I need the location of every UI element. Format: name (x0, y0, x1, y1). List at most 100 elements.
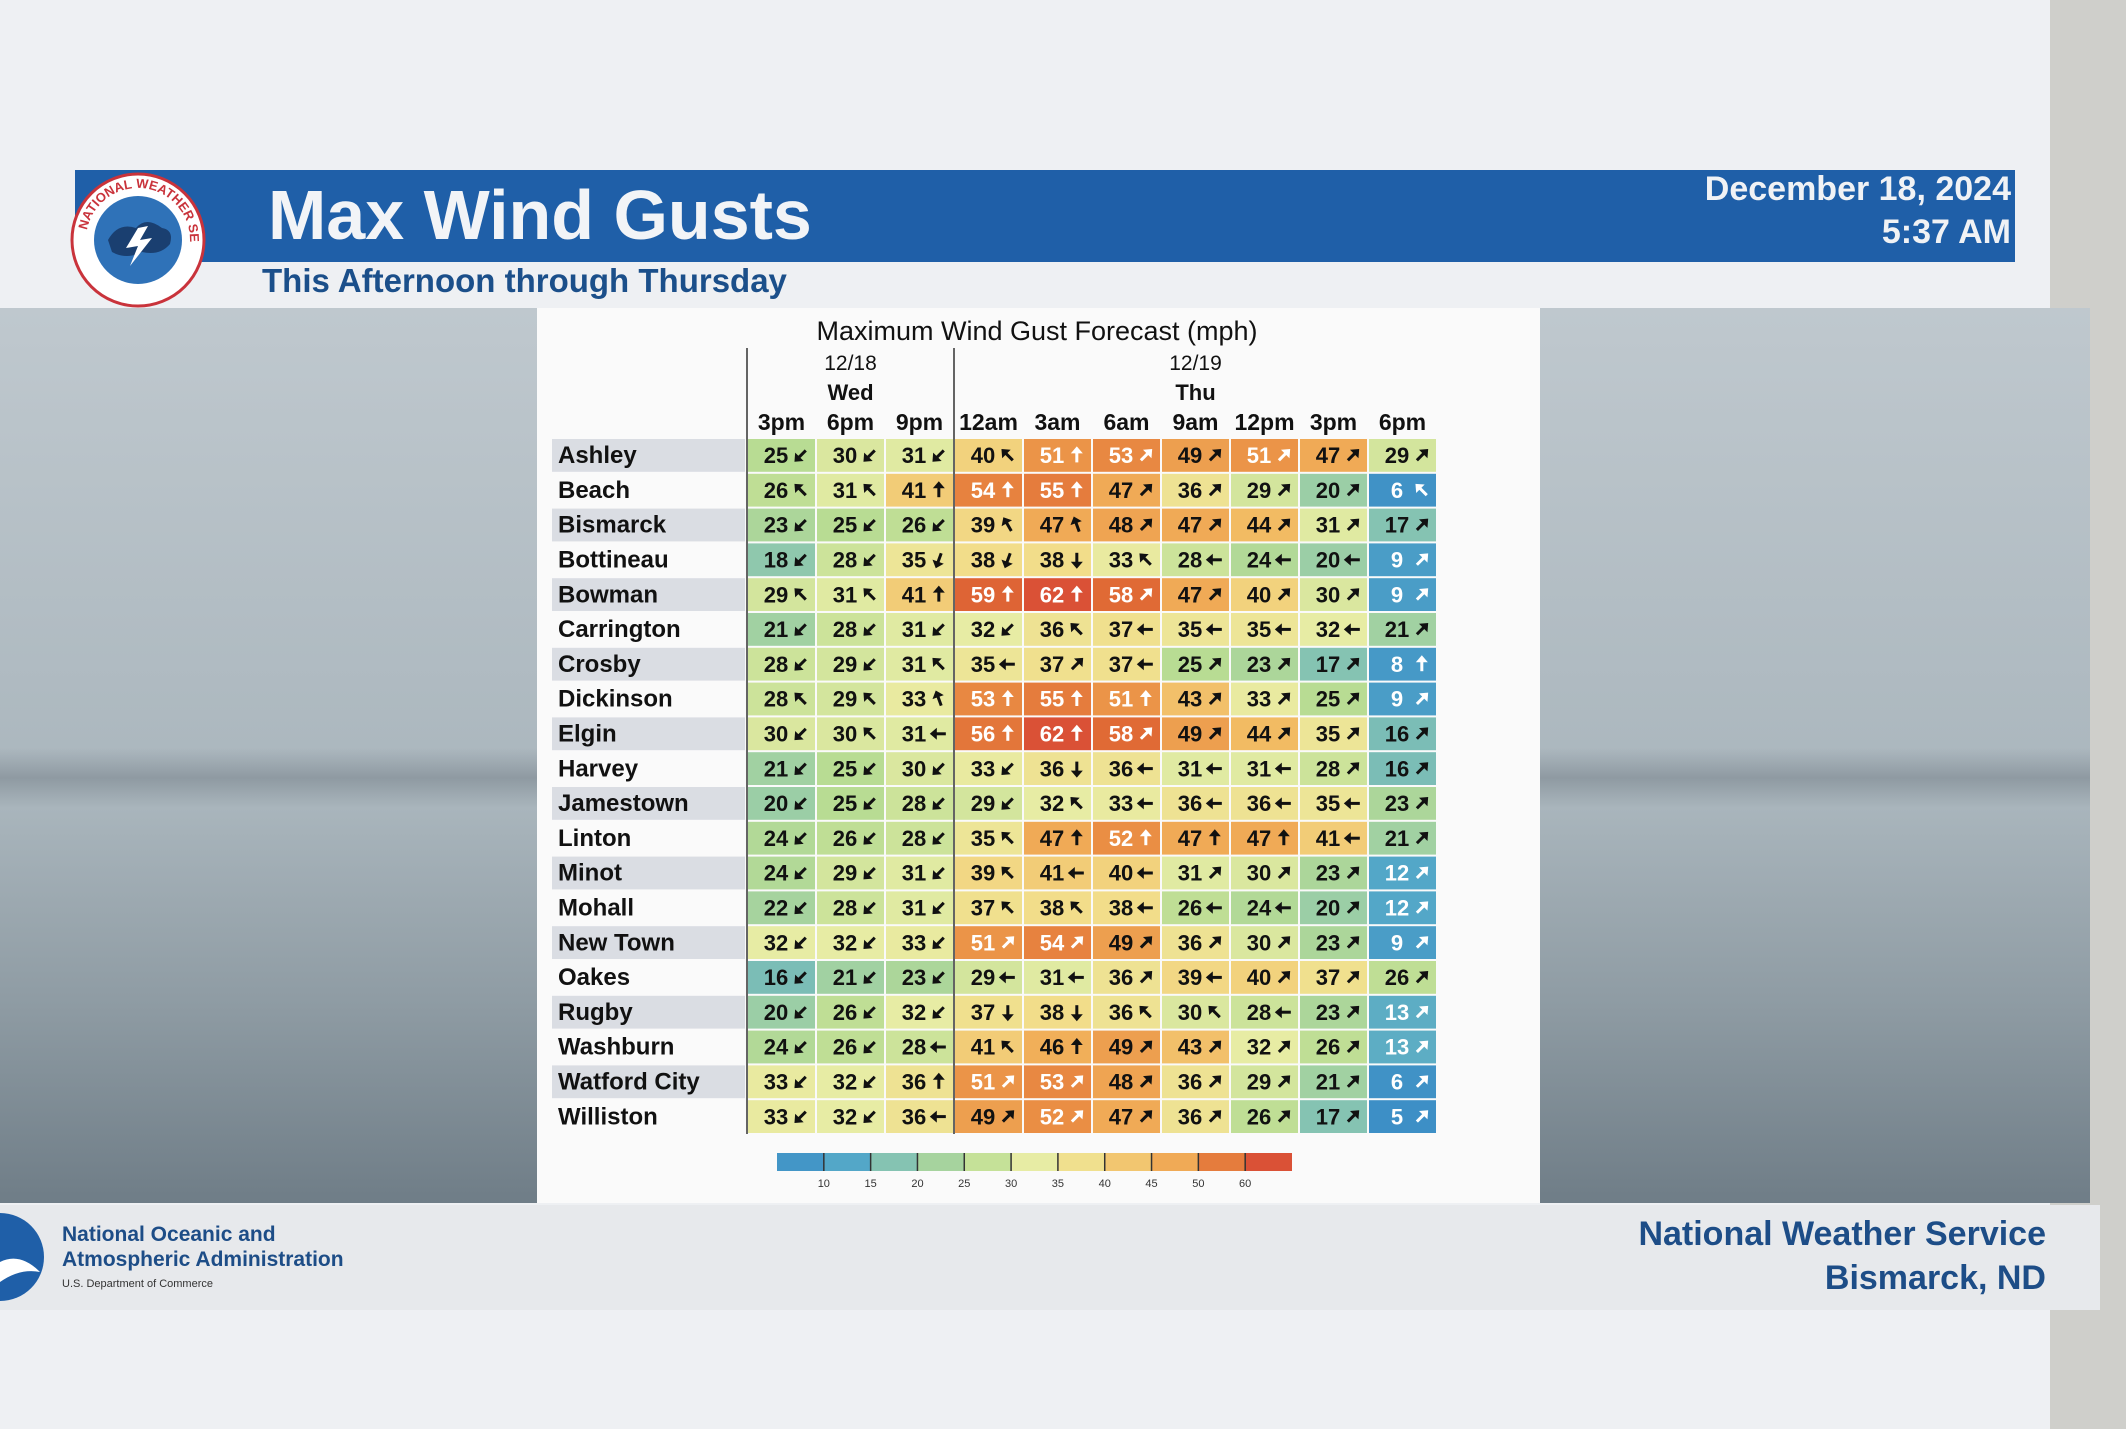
cell-value: 13 (1385, 1035, 1409, 1060)
cell-value: 24 (1247, 895, 1272, 920)
cell-value: 51 (971, 930, 995, 955)
wind-arrow-head (929, 1110, 937, 1123)
cell-value: 30 (1247, 861, 1271, 886)
heatmap-cell (1162, 995, 1229, 1029)
cell-value: 53 (1109, 443, 1133, 468)
wind-arrow-icon (932, 518, 945, 532)
wind-arrow-head (1004, 1110, 1015, 1120)
wind-arrow-head (932, 800, 942, 810)
row-label-band (552, 717, 745, 751)
wind-arrow-head (1418, 831, 1429, 842)
wind-arrow-icon (794, 623, 807, 636)
heatmap-cell (817, 543, 884, 577)
wind-arrow-icon (1208, 1005, 1221, 1019)
wind-arrow-icon (932, 971, 945, 984)
cell-value: 28 (1178, 547, 1202, 572)
wind-arrow-icon (1346, 588, 1360, 601)
row-label: Beach (558, 477, 630, 504)
wind-arrow-head (794, 835, 804, 845)
wind-arrow-icon (932, 1072, 945, 1089)
cell-value: 21 (1385, 617, 1409, 642)
heatmap-cell (886, 473, 953, 507)
wind-arrow-icon (1070, 1110, 1084, 1123)
row-label: Williston (558, 1103, 658, 1130)
wind-arrow-head (1211, 936, 1222, 946)
noaa-name: National Oceanic and Atmospheric Adminis… (62, 1222, 344, 1290)
wind-arrow-head (1073, 657, 1084, 668)
wind-arrow-icon (863, 901, 876, 915)
wind-arrow-head (932, 690, 944, 700)
cell-value: 23 (1316, 1000, 1340, 1025)
cell-value: 37 (971, 895, 995, 920)
wind-arrow-head (1349, 936, 1360, 946)
wind-arrow-head (1208, 1005, 1218, 1016)
wind-arrow-icon (1208, 1110, 1222, 1123)
wind-arrow-icon (1415, 1040, 1429, 1054)
heatmap-cell (748, 891, 815, 925)
heatmap-cell (748, 1065, 815, 1099)
wind-arrow-head (1211, 727, 1222, 737)
wind-arrow-head (1142, 1040, 1153, 1050)
wind-arrow-head (794, 904, 804, 915)
wind-arrow-head (1139, 690, 1152, 697)
cell-value: 49 (1178, 443, 1202, 468)
heatmap-cell (817, 995, 884, 1029)
wind-arrow-icon (1277, 971, 1291, 984)
wind-arrow-head (1280, 483, 1291, 494)
wind-arrow-head (1001, 1014, 1014, 1022)
heatmap-cell (1369, 473, 1436, 507)
wind-arrow-head (1073, 936, 1084, 946)
wind-arrow-icon (1415, 901, 1429, 914)
wind-arrow-icon (932, 623, 945, 636)
wind-arrow-head (1418, 449, 1429, 459)
cell-value: 49 (971, 1104, 995, 1129)
row-label: New Town (558, 929, 675, 956)
wind-arrow-head (1280, 727, 1291, 737)
cell-value: 47 (1178, 513, 1202, 538)
heatmap-cell (748, 473, 815, 507)
wind-arrow-icon (794, 483, 807, 497)
wind-arrow-head (794, 1009, 804, 1019)
row-label: Watford City (558, 1068, 700, 1095)
heatmap-cell (1369, 647, 1436, 681)
wind-arrow-icon (932, 657, 945, 671)
cell-value: 40 (1109, 861, 1133, 886)
wind-arrow-head (1280, 936, 1291, 946)
cell-value: 47 (1109, 478, 1133, 503)
wind-arrow-head (1073, 1075, 1084, 1085)
cell-value: 37 (971, 1000, 995, 1025)
heatmap-cell (817, 752, 884, 785)
cell-value: 30 (1247, 930, 1271, 955)
wind-arrow-icon (1346, 449, 1360, 462)
wind-arrow-icon (1067, 971, 1084, 984)
heatmap-cell (955, 995, 1022, 1029)
wind-arrow-head (1211, 657, 1222, 668)
wind-arrow-icon (1415, 831, 1429, 845)
wind-arrow-icon (1139, 1005, 1152, 1019)
wind-arrow-head (1073, 1110, 1084, 1120)
wind-arrow-head (1211, 1075, 1222, 1085)
wind-arrow-icon (1205, 901, 1222, 914)
wind-arrow-icon (863, 553, 876, 567)
heatmap-cell (817, 717, 884, 751)
wind-arrow-head (1004, 936, 1015, 946)
cell-value: 23 (1247, 652, 1271, 677)
wind-arrow-icon (1415, 1075, 1429, 1088)
wind-arrow-icon (1277, 1110, 1291, 1123)
wind-arrow-head (794, 939, 804, 949)
cell-value: 31 (902, 721, 926, 746)
cell-value: 36 (1109, 965, 1133, 990)
heatmap-cell (955, 508, 1022, 542)
wind-arrow-head (1001, 690, 1014, 697)
wind-arrow-head (1001, 585, 1014, 593)
row-label: Mohall (558, 894, 634, 921)
wind-arrow-icon (1205, 553, 1222, 566)
cell-value: 29 (1385, 443, 1409, 468)
wind-arrow-icon (932, 832, 945, 845)
cell-value: 40 (971, 443, 995, 468)
wind-arrow-icon (1346, 971, 1360, 984)
wind-arrow-head (1349, 483, 1360, 494)
wind-arrow-head (1418, 901, 1429, 911)
wind-arrow-head (794, 588, 804, 598)
wind-arrow-head (794, 626, 804, 636)
